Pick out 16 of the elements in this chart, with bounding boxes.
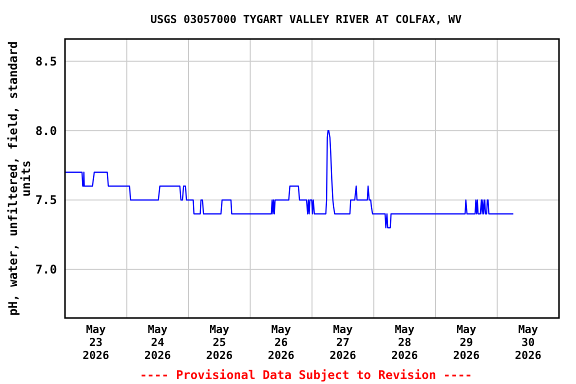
y-tick-label: 8.5	[35, 54, 57, 68]
x-tick-label: May 27 2026	[330, 323, 356, 362]
x-tick-label: May 28 2026	[391, 323, 418, 362]
x-tick-label: May 24 2026	[144, 323, 172, 362]
y-tick-label: 7.5	[35, 193, 57, 208]
chart-title: USGS 03057000 TYGART VALLEY RIVER AT COLFAX, WV	[150, 13, 462, 26]
x-tick-label: May 23 2026	[82, 323, 110, 362]
x-tick-label: May 30 2026	[514, 323, 542, 362]
x-tick-label: May 29 2026	[453, 323, 480, 362]
y-tick-label: 7.0	[35, 262, 57, 277]
x-tick-label: May 25 2026	[206, 323, 233, 362]
text: ---- Provisional Data Subject to Revision ----	[140, 368, 472, 382]
y-axis-title: pH, water, unfiltered, field, standard units	[6, 41, 33, 316]
x-tick-label: May 26 2026	[268, 323, 295, 362]
y-tick-label: 8.0	[35, 124, 57, 138]
line-series	[64, 130, 514, 228]
